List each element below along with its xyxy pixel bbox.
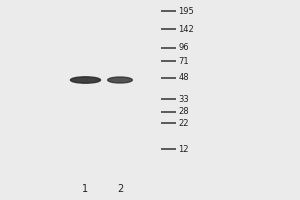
Text: 48: 48 — [178, 73, 189, 82]
Text: 12: 12 — [178, 144, 189, 154]
Ellipse shape — [108, 77, 132, 83]
Text: 28: 28 — [178, 108, 189, 116]
Text: 96: 96 — [178, 44, 189, 52]
Text: 2: 2 — [117, 184, 123, 194]
Text: 71: 71 — [178, 56, 189, 66]
Text: 195: 195 — [178, 6, 194, 16]
Text: 33: 33 — [178, 95, 189, 104]
Text: 142: 142 — [178, 24, 194, 33]
Text: 22: 22 — [178, 118, 189, 128]
Ellipse shape — [70, 77, 101, 83]
Text: 1: 1 — [82, 184, 88, 194]
